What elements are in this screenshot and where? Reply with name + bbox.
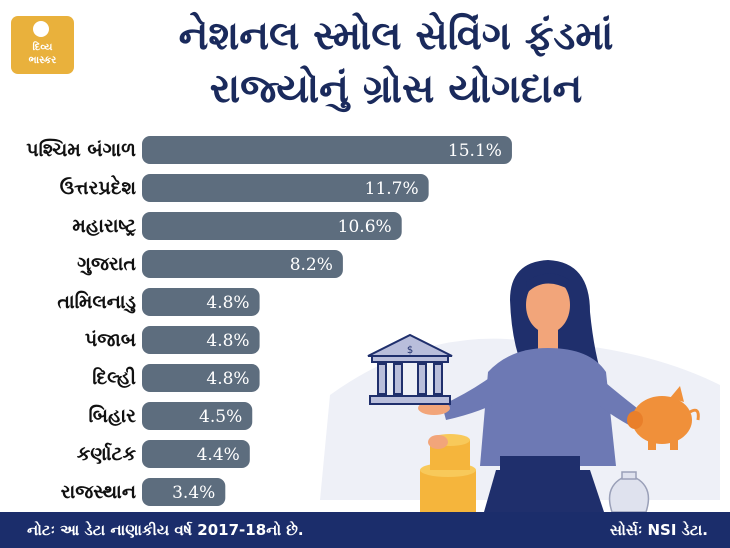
bank-building-icon: $ [367, 333, 453, 405]
category-label: ગુજરાત [77, 253, 136, 275]
category-label: રાજસ્થાન [61, 481, 136, 503]
category-label: તામિલનાડુ [57, 291, 136, 313]
value-label: 10.6% [338, 217, 392, 237]
piggy-bank-icon [627, 386, 700, 450]
value-label: 4.8% [206, 293, 249, 313]
bar [142, 250, 343, 278]
footer-bar: નોટઃ આ ડેટા નાણાકીય વર્ષ 2017-18નો છે. સ… [0, 512, 730, 548]
category-label: કર્ણાટક [77, 442, 137, 465]
logo-line-1: દિવ્ય [32, 42, 53, 53]
value-label: 15.1% [448, 141, 502, 161]
money-bag-icon [608, 471, 650, 512]
value-label: 11.7% [365, 179, 419, 199]
value-label: 3.4% [172, 483, 215, 503]
category-label: દિલ્હી [92, 366, 136, 389]
bar [142, 212, 402, 240]
bar [142, 326, 260, 354]
bar [142, 174, 429, 202]
chart-title-line-1: નેશનલ સ્મોલ સેવિંગ ફંડમાં [178, 13, 614, 59]
category-label: ઉત્તરપ્રદેશ [60, 175, 137, 199]
category-label: મહારાષ્ટ્ર [72, 215, 136, 237]
woman-face [526, 277, 570, 333]
value-label: 4.5% [199, 407, 242, 427]
divya-bhaskar-logo: દિવ્ય ભાસ્કર [11, 16, 74, 74]
category-label: પંજાબ [85, 329, 136, 351]
footer-source: સોર્સઃ NSI ડેટા. [609, 521, 708, 539]
woman-with-bank-and-piggy-bank-illustration: $ [320, 260, 720, 512]
value-label: 4.8% [206, 331, 249, 351]
bar [142, 440, 250, 468]
category-label: બિહાર [88, 405, 136, 427]
sun-icon [33, 21, 49, 37]
woman-left-arm [442, 376, 506, 420]
woman-belt [500, 456, 580, 470]
bar [142, 136, 512, 164]
bar [142, 364, 260, 392]
value-label: 4.8% [206, 369, 249, 389]
value-label: 4.4% [197, 445, 240, 465]
footer-note: નોટઃ આ ડેટા નાણાકીય વર્ષ 2017-18નો છે. [27, 521, 304, 539]
bar [142, 288, 260, 316]
woman-body [480, 348, 616, 466]
bar [142, 478, 226, 506]
bar [142, 402, 253, 430]
chart-title-line-2: રાજ્યોનું ગ્રોસ યોગદાન [209, 66, 583, 112]
bar-chart: $ પશ્ચિમ બંગાળ 15.1% ઉત્તરપ્રદેશ 11.7% મહારા… [26, 136, 720, 512]
category-label: પશ્ચિમ બંગાળ [26, 139, 136, 161]
value-label: 8.2% [290, 255, 333, 275]
gold-coins-icon [420, 434, 476, 512]
logo-line-2: ભાસ્કર [28, 55, 57, 66]
svg-text:$: $ [407, 345, 413, 356]
woman-pants [484, 470, 604, 512]
